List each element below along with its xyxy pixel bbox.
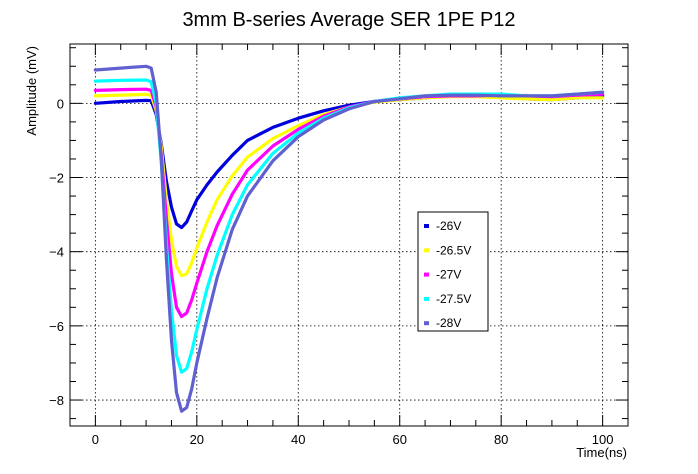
x-tick-label: 100 — [592, 432, 614, 447]
series-layer — [93, 64, 605, 413]
legend-label: -26V — [436, 219, 461, 233]
y-tick-label: −8 — [49, 393, 64, 408]
series-line — [93, 92, 605, 278]
y-tick-label: 0 — [57, 96, 64, 111]
x-tick-label: 60 — [392, 432, 406, 447]
y-tick-label: −2 — [49, 171, 64, 186]
legend-marker — [424, 321, 429, 326]
series-line — [93, 64, 605, 413]
legend-label: -28V — [436, 316, 461, 330]
x-tick-label: 40 — [291, 432, 305, 447]
legend-marker — [424, 296, 429, 301]
legend: -26V -26.5V -27V -27.5V -28V — [417, 211, 489, 332]
y-tick-label: −6 — [49, 319, 64, 334]
x-tick-label: 80 — [494, 432, 508, 447]
legend-label: -26.5V — [436, 243, 471, 257]
x-tick-label: 20 — [190, 432, 204, 447]
x-axis-label: Time(ns) — [576, 445, 627, 460]
legend-box — [417, 211, 489, 332]
y-axis-label: Amplitude (mV) — [24, 46, 39, 136]
y-tick-label: −4 — [49, 245, 64, 260]
legend-label: -27.5V — [436, 292, 471, 306]
legend-marker — [424, 248, 429, 253]
x-tick-label: 0 — [92, 432, 99, 447]
legend-label: -27V — [436, 268, 461, 282]
series-line — [93, 94, 605, 230]
legend-marker — [424, 272, 429, 277]
legend-marker — [424, 224, 429, 228]
axes: 0 20 40 60 80 100 −8 −6 −4 −2 0 — [49, 44, 628, 447]
chart-title: 3mm B-series Average SER 1PE P12 — [182, 9, 515, 31]
